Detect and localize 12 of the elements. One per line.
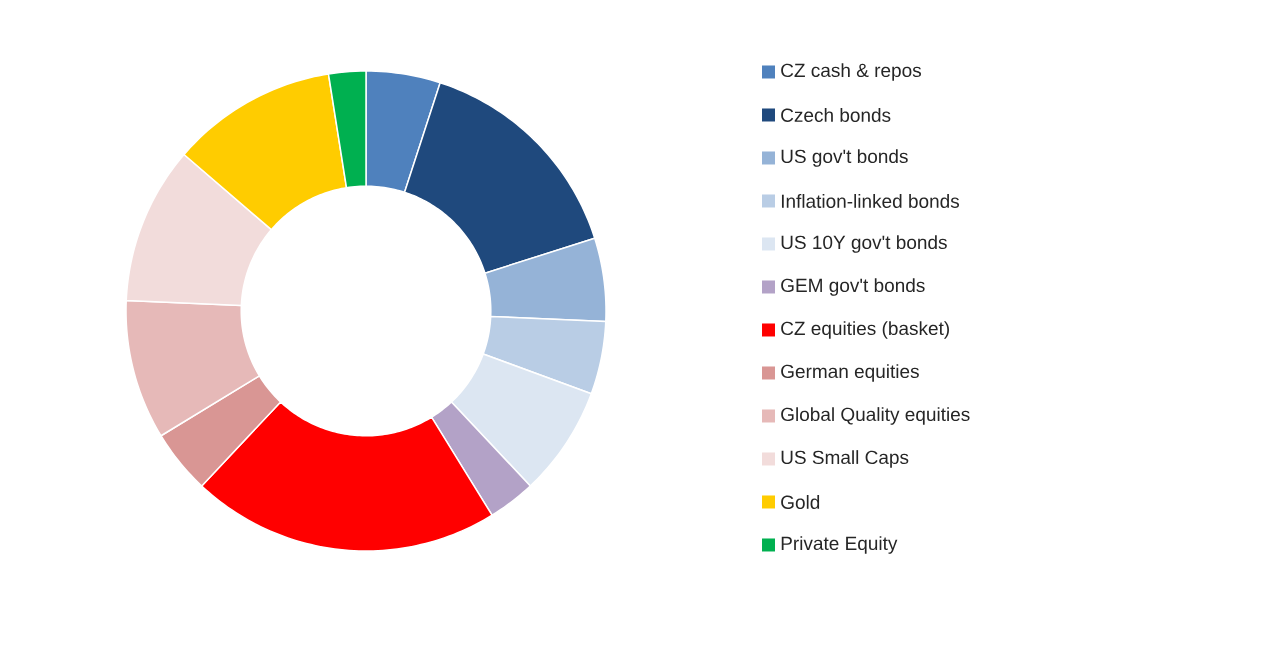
legend-label: US gov't bonds — [781, 149, 908, 167]
legend-label: CZ equities (basket) — [781, 321, 949, 339]
legend-label: Global Quality equities — [781, 407, 970, 425]
legend-label: Czech bonds — [781, 108, 891, 122]
legend-label: Inflation-linked bonds — [781, 194, 960, 208]
legend-label: CZ cash & repos — [781, 63, 921, 81]
legend-label: Private Equity — [781, 536, 898, 554]
legend-label: US Small Caps — [781, 450, 909, 468]
legend-label: Gold — [781, 495, 820, 509]
legend-label: GEM gov't bonds — [781, 278, 925, 296]
legend-label: German equities — [781, 364, 919, 382]
legend-label: US 10Y gov't bonds — [781, 235, 947, 253]
